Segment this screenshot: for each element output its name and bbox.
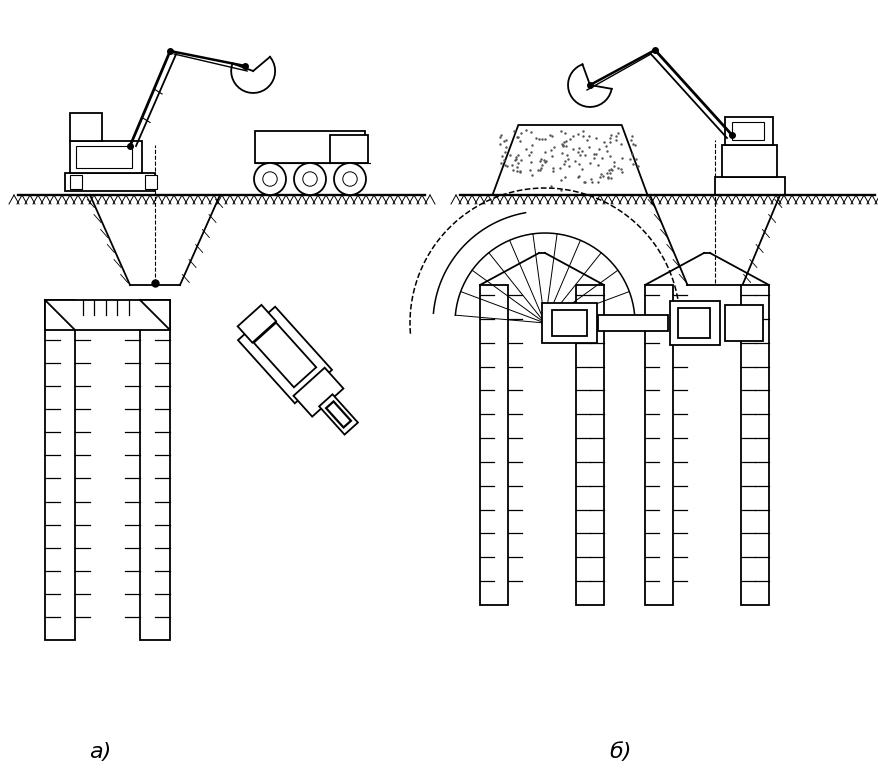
Bar (597, 318, 643, 328)
Bar (76, 146, 132, 168)
Text: б): б) (608, 742, 630, 762)
Polygon shape (293, 368, 343, 417)
Bar (45, 300, 169, 330)
Bar (542, 303, 596, 343)
Circle shape (302, 172, 317, 186)
Circle shape (254, 163, 285, 195)
Polygon shape (319, 394, 357, 434)
Bar (644, 285, 673, 605)
Bar (70, 113, 102, 141)
Bar (677, 308, 709, 338)
Polygon shape (238, 307, 332, 404)
Bar (45, 300, 75, 640)
Bar (575, 285, 603, 605)
Bar (721, 145, 776, 177)
Bar (740, 285, 768, 605)
Circle shape (342, 172, 356, 186)
Circle shape (263, 172, 277, 186)
Bar (731, 122, 763, 140)
Polygon shape (492, 125, 647, 195)
Circle shape (334, 163, 365, 195)
Bar (669, 301, 719, 345)
Bar (65, 173, 155, 191)
Bar (145, 175, 157, 189)
Bar (724, 305, 762, 341)
Bar (724, 117, 772, 145)
Bar (714, 177, 784, 195)
Bar (329, 135, 368, 163)
Bar (70, 141, 142, 173)
Text: а): а) (89, 742, 111, 762)
Bar (70, 175, 82, 189)
Bar (551, 310, 587, 336)
Bar (255, 131, 364, 163)
Circle shape (293, 163, 326, 195)
Polygon shape (326, 401, 350, 427)
Bar (140, 300, 169, 640)
Polygon shape (254, 322, 316, 387)
Bar (597, 315, 667, 331)
Bar (479, 285, 507, 605)
Polygon shape (237, 305, 276, 342)
